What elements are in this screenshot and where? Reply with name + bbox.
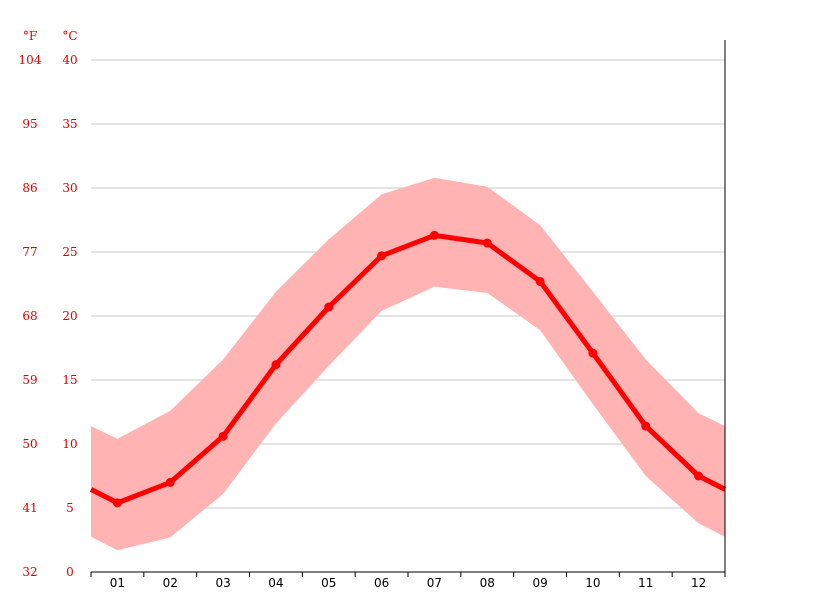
y-tick-celsius: 15 bbox=[62, 373, 77, 387]
mean-temperature-line bbox=[89, 232, 727, 506]
x-tick-label-01: 01 bbox=[110, 576, 125, 590]
data-point-10 bbox=[588, 348, 598, 358]
y-tick-celsius: 40 bbox=[62, 53, 77, 67]
x-tick-label-07: 07 bbox=[427, 576, 442, 590]
data-point-12 bbox=[694, 471, 704, 481]
y-tick-celsius: 10 bbox=[62, 437, 77, 451]
y-tick-celsius: 5 bbox=[66, 501, 74, 515]
y-tick-fahrenheit: 68 bbox=[22, 309, 37, 323]
y-tick-fahrenheit: 77 bbox=[22, 245, 37, 259]
data-points bbox=[112, 230, 704, 508]
temperature-range-band bbox=[91, 177, 725, 551]
x-tick-label-03: 03 bbox=[215, 576, 230, 590]
x-tick-label-11: 11 bbox=[638, 576, 653, 590]
y-tick-celsius: 25 bbox=[62, 245, 77, 259]
x-tick-label-04: 04 bbox=[268, 576, 283, 590]
y-tick-celsius: 30 bbox=[62, 181, 77, 195]
y-tick-celsius: 20 bbox=[62, 309, 77, 323]
y-tick-fahrenheit: 41 bbox=[22, 501, 37, 515]
x-tick-label-10: 10 bbox=[585, 576, 600, 590]
y-tick-fahrenheit: 95 bbox=[22, 117, 37, 131]
axis-labels: °F °C 0 32 5 41 10 50 15 59 20 68 25 77 30 86 35 95 40 10… bbox=[19, 29, 707, 590]
range-band bbox=[91, 177, 725, 551]
y-tick-celsius: 0 bbox=[66, 565, 74, 579]
data-point-09 bbox=[535, 276, 545, 286]
fahrenheit-unit-label: °F bbox=[23, 29, 37, 43]
celsius-unit-label: °C bbox=[62, 29, 77, 43]
x-tick-label-06: 06 bbox=[374, 576, 389, 590]
data-point-03 bbox=[218, 431, 228, 441]
axes bbox=[90, 40, 726, 577]
y-tick-fahrenheit: 104 bbox=[19, 53, 42, 67]
data-point-05 bbox=[324, 302, 334, 312]
y-tick-fahrenheit: 59 bbox=[22, 373, 37, 387]
data-point-04 bbox=[271, 360, 281, 370]
data-point-06 bbox=[377, 251, 387, 261]
data-point-01 bbox=[112, 498, 122, 508]
y-tick-fahrenheit: 86 bbox=[22, 181, 37, 195]
data-point-11 bbox=[641, 421, 651, 431]
data-point-07 bbox=[429, 230, 439, 240]
data-point-08 bbox=[482, 238, 492, 248]
x-tick-label-05: 05 bbox=[321, 576, 336, 590]
y-tick-celsius: 35 bbox=[62, 117, 77, 131]
data-point-02 bbox=[165, 477, 175, 487]
x-tick-label-02: 02 bbox=[163, 576, 178, 590]
x-tick-label-09: 09 bbox=[532, 576, 547, 590]
series-line bbox=[89, 232, 727, 506]
y-tick-fahrenheit: 50 bbox=[22, 437, 37, 451]
y-tick-fahrenheit: 32 bbox=[22, 565, 37, 579]
x-tick-label-12: 12 bbox=[691, 576, 706, 590]
x-tick-label-08: 08 bbox=[480, 576, 495, 590]
